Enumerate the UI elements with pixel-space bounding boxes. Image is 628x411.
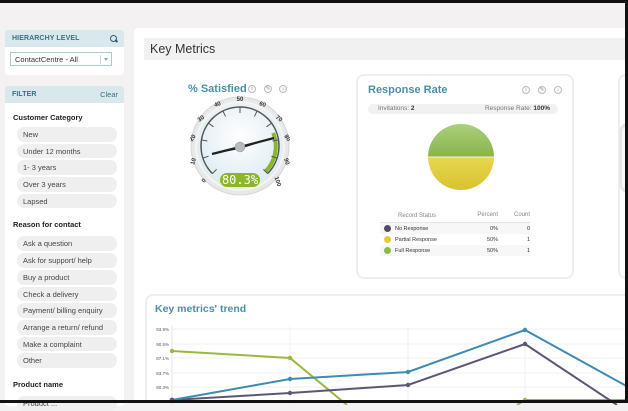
filter-chip-product[interactable]: Product ...	[17, 395, 117, 411]
filter-chip-return-refund[interactable]: Arrange a return/ refund	[17, 319, 117, 335]
response-pie-chart	[428, 124, 494, 190]
response-rate-value: 100%	[533, 105, 550, 112]
header-record-status: Record Status	[398, 212, 437, 219]
filter-chip-under-12-months[interactable]: Under 12 months	[17, 143, 117, 159]
filter-chip-other[interactable]: Other	[17, 353, 117, 368]
window-right-border	[625, 0, 628, 403]
table-header: Record Status Percent Count	[380, 212, 530, 223]
record-status-table: Record Status Percent Count No Response …	[380, 212, 530, 256]
row-count: 0	[526, 225, 530, 232]
filter-group-product-name: Product name	[13, 379, 64, 389]
svg-text:90: 90	[282, 158, 290, 167]
trend-title: Key metrics' trend	[155, 303, 247, 315]
svg-text:40: 40	[214, 101, 223, 109]
window-top-border	[0, 0, 628, 3]
main-content: Key Metrics % Satisfied i ✎ ↓	[134, 28, 628, 405]
response-rate-label: Response Rate:	[484, 105, 532, 112]
row-status: No Response	[395, 225, 429, 232]
filter-chip-buy-product[interactable]: Buy a product	[17, 269, 117, 285]
svg-text:70: 70	[274, 115, 283, 124]
filter-chip-new[interactable]: New	[17, 127, 117, 142]
svg-text:87.1%: 87.1%	[156, 356, 169, 361]
filter-chip-over-3-years[interactable]: Over 3 years	[17, 177, 117, 192]
table-row: No Response 0% 0	[380, 223, 530, 234]
window-bottom-border	[0, 400, 628, 403]
svg-text:0: 0	[201, 178, 208, 185]
info-icon[interactable]: i	[522, 86, 530, 94]
filter-chip-lapsed[interactable]: Lapsed	[17, 193, 117, 209]
row-percent: 0%	[490, 225, 498, 232]
page-title: Key Metrics	[144, 38, 628, 60]
chevron-down-icon[interactable]	[104, 58, 108, 61]
filter-chip-check-delivery[interactable]: Check a delivery	[17, 286, 117, 302]
spacer	[5, 370, 124, 380]
filter-chip-payment-billing[interactable]: Payment/ billing enquiry	[17, 303, 117, 318]
hierarchy-level-select[interactable]: ContactCentre - All	[10, 52, 112, 66]
satisfaction-gauge: 0 10 20 30 40 50 60 70 80 90 100	[190, 96, 290, 196]
svg-text:20: 20	[190, 133, 198, 142]
response-rate-title: Response Rate	[368, 84, 448, 96]
row-count: 1	[526, 236, 530, 243]
filter-title: FILTER	[12, 91, 37, 98]
hierarchy-level-title: HIERARCHY LEVEL	[12, 35, 80, 42]
row-percent: 50%	[486, 247, 498, 254]
svg-text:100: 100	[273, 176, 282, 188]
svg-text:10: 10	[190, 157, 198, 166]
legend-dot-icon	[384, 225, 391, 232]
edit-icon[interactable]: ✎	[538, 86, 546, 94]
svg-text:80: 80	[282, 134, 290, 143]
filter-chip-ask-support[interactable]: Ask for support/ help	[17, 253, 117, 268]
response-rate-stat: Response Rate: 100%	[485, 105, 550, 112]
svg-text:50: 50	[237, 97, 244, 103]
legend-dot-icon	[384, 236, 391, 243]
filter-header: FILTER Clear	[5, 86, 124, 103]
invitations-stat: Invitations: 2	[378, 105, 415, 112]
response-stats-bar: Invitations: 2 Response Rate: 100%	[368, 104, 558, 114]
row-status: Full Response	[395, 247, 431, 254]
select-separator	[100, 55, 101, 64]
filter-group-customer-category: Customer Category	[13, 113, 83, 122]
edit-icon[interactable]: ✎	[264, 85, 272, 93]
download-icon[interactable]: ↓	[554, 86, 562, 94]
invitations-label: Invitations:	[378, 105, 410, 112]
legend-dot-icon	[384, 247, 391, 254]
filter-chip-complaint[interactable]: Make a complaint	[17, 336, 117, 352]
row-count: 1	[526, 247, 530, 254]
y-axis-labels: 93.9% 90.5% 87.1% 83.7% 80.3% 76.9%	[156, 327, 169, 404]
info-icon[interactable]: i	[248, 85, 256, 93]
filter-panel: FILTER Clear Customer Category New Under…	[5, 86, 124, 411]
search-icon[interactable]	[110, 34, 118, 43]
satisfied-title: % Satisfied	[188, 83, 247, 95]
table-row: Full Response 50% 1	[380, 245, 530, 256]
next-metric-gauge	[619, 123, 628, 193]
row-percent: 50%	[486, 236, 498, 243]
download-icon[interactable]: ↓	[279, 85, 287, 93]
satisfied-value: 80.3%	[221, 173, 259, 187]
spacer	[5, 210, 124, 220]
table-row: Partial Response 50% 1	[380, 234, 530, 245]
svg-text:60: 60	[258, 101, 267, 109]
hierarchy-level-panel: HIERARCHY LEVEL ContactCentre - All	[5, 30, 124, 75]
invitations-value: 2	[410, 105, 415, 112]
clear-filter-button[interactable]: Clear	[100, 90, 118, 99]
svg-text:93.9%: 93.9%	[156, 327, 169, 332]
hierarchy-level-header: HIERARCHY LEVEL	[5, 30, 124, 47]
svg-text:90.5%: 90.5%	[156, 342, 169, 347]
row-status: Partial Response	[395, 236, 437, 243]
trend-card: Key metrics' trend 93.9% 90.5% 87.1% 83.…	[145, 294, 628, 405]
response-rate-card: Response Rate i ✎ ↓ Invitations: 2 Respo…	[356, 74, 574, 279]
filter-chip-ask-question[interactable]: Ask a question	[17, 236, 117, 252]
header-percent: Percent	[477, 212, 498, 218]
svg-text:83.7%: 83.7%	[156, 371, 169, 376]
filter-chip-1-3-years[interactable]: 1- 3 years	[17, 160, 117, 176]
filter-group-reason-for-contact: Reason for contact	[13, 220, 81, 230]
svg-text:80.3%: 80.3%	[156, 385, 169, 390]
table-body: No Response 0% 0 Partial Response 50% 1 …	[380, 223, 530, 256]
svg-text:30: 30	[197, 114, 206, 123]
hierarchy-level-value: ContactCentre - All	[15, 55, 78, 64]
header-count: Count	[513, 212, 530, 218]
trend-line-chart: 93.9% 90.5% 87.1% 83.7% 80.3% 76.9%	[156, 326, 628, 405]
